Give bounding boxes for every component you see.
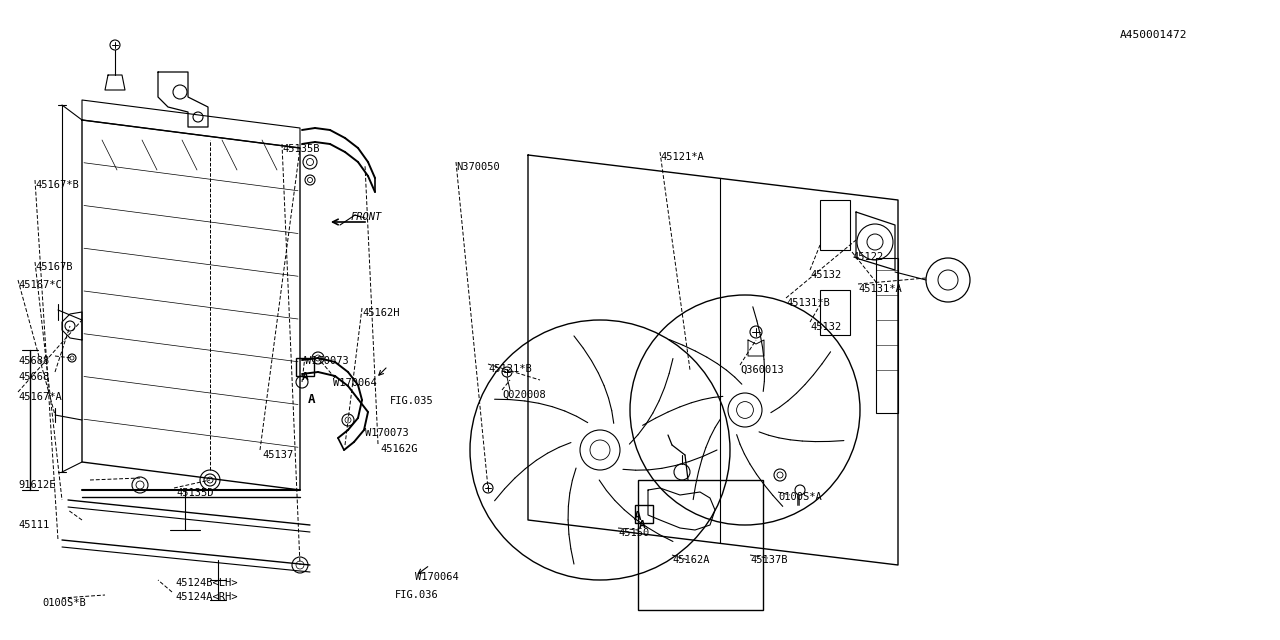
Text: W170073: W170073 [365,428,408,438]
Text: A: A [634,510,641,523]
Text: 45135B: 45135B [282,144,320,154]
Text: FRONT: FRONT [351,212,383,222]
Bar [876,258,899,413]
Text: 45167*A: 45167*A [18,392,61,402]
Text: A: A [302,372,308,382]
Text: 45162H: 45162H [362,308,399,318]
Text: A: A [639,520,645,530]
Text: 45135D: 45135D [177,488,214,498]
Text: 45162A: 45162A [672,555,709,565]
Text: W170073: W170073 [305,356,348,366]
Text: 45132: 45132 [810,322,841,332]
Text: 45688: 45688 [18,356,49,366]
Text: Q020008: Q020008 [502,390,545,400]
Text: A: A [308,393,315,406]
Text: 45137B: 45137B [750,555,787,565]
Text: 0100S*A: 0100S*A [778,492,822,502]
Text: 91612E: 91612E [18,480,55,490]
Text: W170064: W170064 [333,378,376,388]
Bar [820,290,850,335]
Bar [296,358,314,376]
Text: 0100S*B: 0100S*B [42,598,86,608]
Text: 45121*A: 45121*A [660,152,704,162]
Text: FIG.036: FIG.036 [396,590,439,600]
Text: N370050: N370050 [456,162,499,172]
Text: 45124B<LH>: 45124B<LH> [175,578,238,588]
Text: A450001472: A450001472 [1120,30,1188,40]
Text: 45167*B: 45167*B [35,180,79,190]
Bar [637,480,763,610]
Text: 45131*A: 45131*A [858,284,901,294]
Text: 45124A<RH>: 45124A<RH> [175,592,238,602]
Bar [635,505,653,523]
Text: 45137: 45137 [262,450,293,460]
Text: 45111: 45111 [18,520,49,530]
Text: W170064: W170064 [415,572,458,582]
Text: 45132: 45132 [810,270,841,280]
Text: 45167*C: 45167*C [18,280,61,290]
Text: 45131*B: 45131*B [786,298,829,308]
Text: 45150: 45150 [618,528,649,538]
Text: 45668: 45668 [18,372,49,382]
Text: 45121*B: 45121*B [488,364,531,374]
Text: Q360013: Q360013 [740,365,783,375]
Bar [820,200,850,250]
Text: 45167B: 45167B [35,262,73,272]
Text: 45162G: 45162G [380,444,417,454]
Text: FIG.035: FIG.035 [390,396,434,406]
Text: 45122: 45122 [852,252,883,262]
